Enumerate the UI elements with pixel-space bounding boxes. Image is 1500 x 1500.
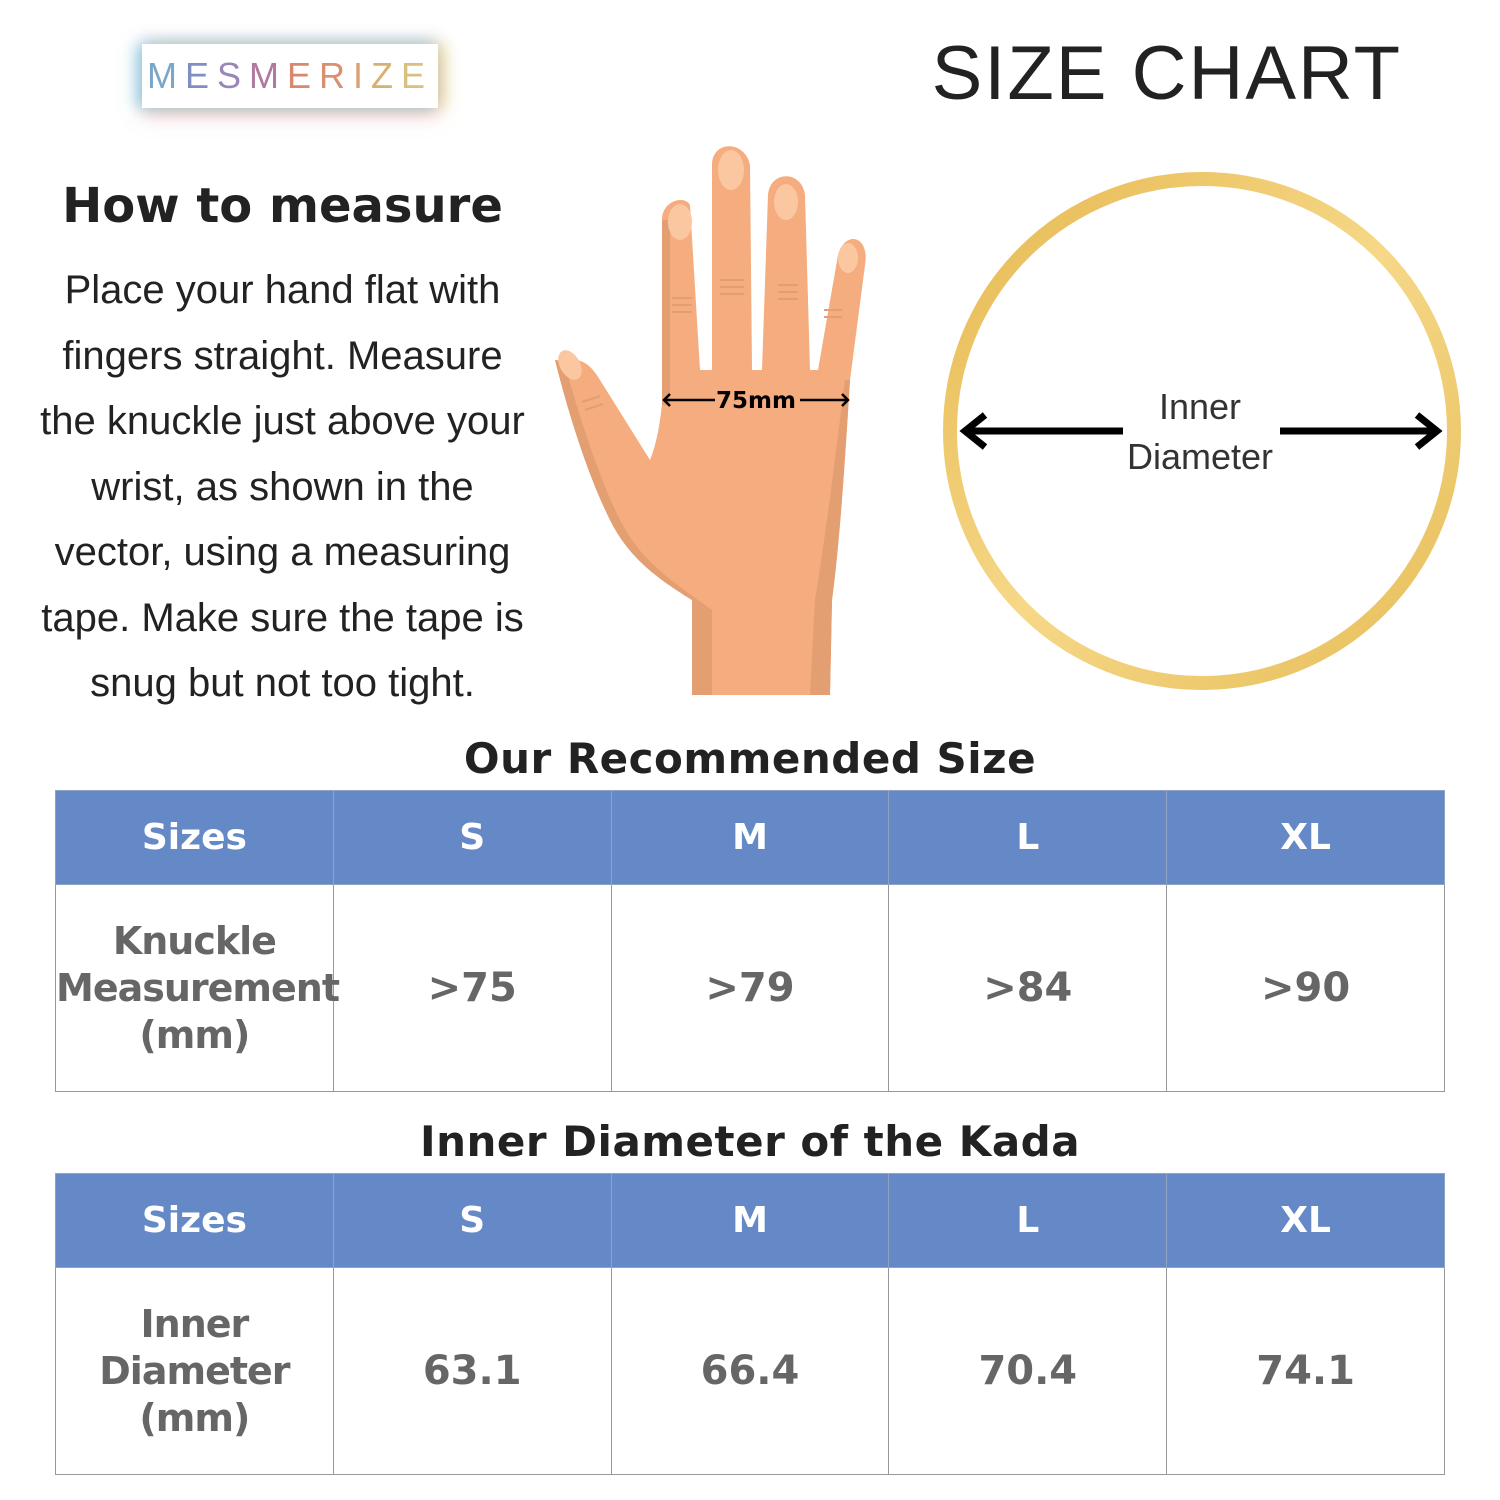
row-label: Knuckle Measurement (mm) [55, 884, 340, 1092]
diameter-arrows [959, 412, 1443, 450]
table-row: Knuckle Measurement (mm) >75 >79 >84 >90 [55, 884, 1445, 1092]
how-to-text: Place your hand flat with fingers straig… [40, 268, 525, 705]
header-cell: L [888, 790, 1168, 885]
value-cell: >84 [888, 884, 1168, 1092]
header-cell: Sizes [55, 1173, 334, 1268]
value-cell: 66.4 [610, 1267, 890, 1475]
inner-diameter-table: Sizes S M L XL Inner Diameter (mm) 63.1 66.4 70.4… [55, 1173, 1445, 1475]
table-row: Inner Diameter (mm) 63.1 66.4 70.4 74.1 [55, 1267, 1445, 1475]
recommended-size-table: Sizes S M L XL Knuckle Measurement (mm) >75 >79 >… [55, 790, 1445, 1092]
header-cell: XL [1166, 1173, 1445, 1268]
value-cell: >75 [332, 884, 612, 1092]
page-title: SIZE CHART [931, 31, 1402, 116]
hand-measurement-label: 75mm [716, 388, 796, 414]
diameter-title: Inner Diameter of the Kada [419, 1117, 1081, 1166]
ring-circle [943, 172, 1461, 690]
recommended-title: Our Recommended Size [463, 734, 1037, 783]
hand-illustration: 75mm [555, 146, 866, 695]
table-header-row: Sizes S M L XL [55, 1173, 1445, 1268]
ring-label: Inner Diameter [1126, 386, 1274, 477]
header-cell: M [610, 1173, 890, 1268]
table-header-row: Sizes S M L XL [55, 790, 1445, 885]
row-label: Inner Diameter (mm) [55, 1267, 334, 1475]
ring-illustration [943, 172, 1461, 690]
value-cell: >79 [610, 884, 890, 1092]
header-cell: XL [1166, 790, 1445, 885]
value-cell: 70.4 [888, 1267, 1168, 1475]
header-cell: S [332, 790, 612, 885]
value-cell: 74.1 [1166, 1267, 1445, 1475]
header-cell: M [610, 790, 890, 885]
how-to-heading: How to measure [62, 178, 503, 234]
value-cell: 63.1 [332, 1267, 612, 1475]
header-cell: L [888, 1173, 1168, 1268]
value-cell: >90 [1166, 884, 1445, 1092]
header-cell: S [332, 1173, 612, 1268]
header-cell: Sizes [55, 790, 334, 885]
